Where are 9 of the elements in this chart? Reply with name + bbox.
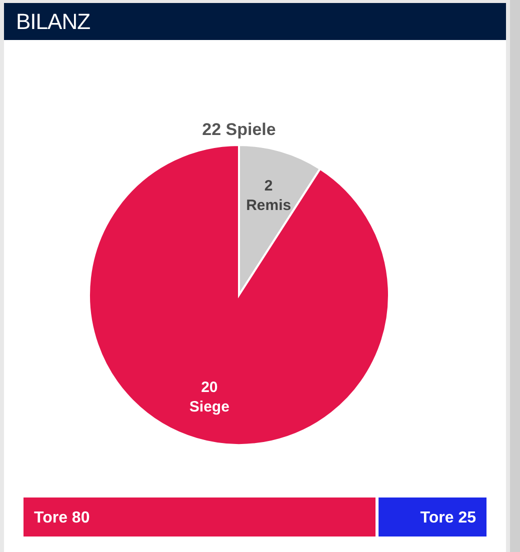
chart-subtitle: 22 Spiele [201,120,277,140]
pie-slice [88,144,390,446]
slice-label: Remis [246,197,292,214]
slice-label: Siege [189,398,230,416]
data-label: Tore 80 [34,510,90,527]
chart-title: BILANZ [16,9,90,35]
data-label: Tore 25 [420,510,476,527]
data-label: 20 [201,378,218,396]
data-label: 2 [264,178,273,195]
